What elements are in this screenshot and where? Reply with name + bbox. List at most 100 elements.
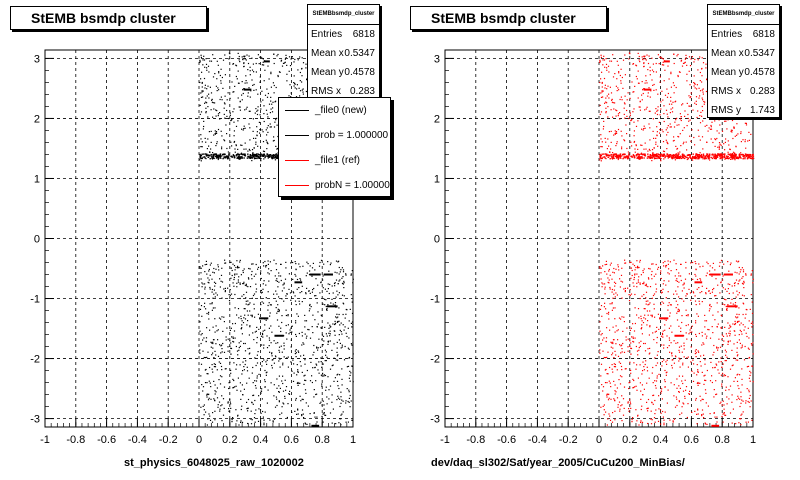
data-point: [661, 301, 663, 303]
data-point: [322, 421, 324, 423]
data-point: [256, 336, 258, 339]
data-point: [706, 423, 708, 425]
data-point: [316, 326, 318, 328]
data-point: [226, 327, 228, 329]
data-point: [273, 384, 275, 386]
data-point: [742, 271, 745, 273]
data-point: [245, 300, 247, 302]
data-point: [737, 395, 739, 397]
data-point: [739, 374, 741, 376]
data-point: [621, 281, 624, 283]
data-point: [702, 398, 704, 401]
data-point: [649, 70, 651, 72]
data-point: [275, 119, 277, 121]
data-point: [620, 345, 622, 347]
data-point: [638, 106, 640, 108]
data-point: [212, 156, 214, 159]
data-point: [674, 121, 676, 123]
data-point: [692, 159, 694, 161]
data-point: [701, 105, 703, 108]
data-point: [720, 326, 722, 329]
data-point: [202, 90, 204, 92]
data-point: [208, 93, 210, 95]
data-point: [698, 87, 700, 89]
data-point: [629, 340, 631, 342]
data-point: [712, 156, 715, 158]
data-point: [221, 135, 223, 137]
data-point: [691, 370, 693, 372]
data-point: [745, 313, 747, 315]
data-point: [241, 320, 243, 322]
data-point: [261, 129, 263, 131]
data-point: [652, 155, 654, 157]
data-point: [640, 152, 643, 154]
data-point: [210, 141, 212, 143]
data-point: [329, 264, 331, 266]
data-point: [625, 336, 627, 338]
data-point: [220, 155, 223, 157]
data-point: [333, 330, 335, 332]
data-point: [609, 155, 611, 157]
data-point: [739, 324, 741, 326]
data-point: [254, 112, 256, 114]
data-point: [200, 278, 202, 280]
data-point: [341, 344, 343, 346]
data-point: [662, 302, 665, 304]
data-point: [672, 155, 675, 157]
data-point: [263, 158, 265, 160]
data-point: [666, 148, 668, 150]
data-point: [243, 366, 245, 368]
data-point: [268, 78, 270, 80]
data-point: [724, 326, 726, 328]
data-point: [645, 300, 647, 302]
data-point: [305, 63, 307, 65]
data-point: [234, 85, 236, 87]
data-point: [647, 92, 649, 94]
data-point: [611, 364, 613, 366]
data-point: [219, 154, 221, 157]
data-point: [278, 391, 280, 393]
data-point: [210, 341, 212, 343]
data-point: [624, 74, 626, 76]
data-point: [728, 270, 730, 272]
data-point: [240, 328, 242, 330]
data-point: [229, 399, 231, 401]
data-point: [745, 421, 747, 423]
data-point: [670, 154, 672, 156]
data-point: [727, 343, 729, 345]
data-point: [288, 333, 290, 335]
data-point: [633, 265, 636, 267]
data-point: [295, 397, 297, 400]
data-point: [328, 270, 330, 272]
data-point: [216, 60, 218, 62]
data-point: [729, 148, 731, 151]
data-point: [669, 351, 671, 353]
data-point: [640, 420, 642, 422]
data-point: [746, 335, 748, 338]
data-point: [226, 109, 228, 112]
data-point: [248, 123, 250, 125]
data-point: [224, 259, 226, 261]
data-point: [609, 86, 611, 88]
data-point: [244, 314, 246, 316]
data-point: [671, 352, 673, 354]
data-point: [690, 158, 693, 160]
data-point: [337, 385, 339, 387]
data-point: [257, 145, 259, 147]
data-point: [620, 82, 622, 84]
data-point: [334, 334, 336, 336]
data-point: [299, 382, 301, 384]
data-point: [214, 318, 216, 320]
data-point: [350, 274, 352, 276]
data-point: [211, 278, 213, 280]
data-point: [221, 297, 223, 299]
data-point: [239, 109, 241, 111]
data-point: [684, 379, 686, 381]
data-point: [663, 80, 665, 82]
data-point: [308, 310, 310, 312]
data-point: [291, 370, 293, 372]
data-point: [211, 421, 214, 423]
data-point: [201, 86, 203, 88]
data-point: [616, 141, 618, 143]
data-point: [324, 326, 326, 328]
